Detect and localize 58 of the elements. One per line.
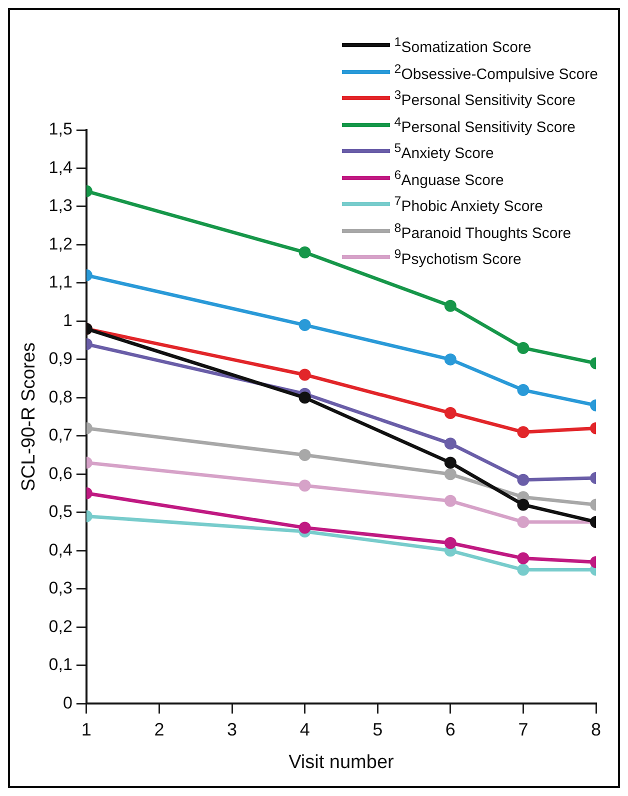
point: [444, 468, 456, 480]
point: [517, 498, 530, 511]
point: [298, 319, 311, 332]
point: [298, 392, 311, 404]
point: [444, 353, 456, 366]
y-axis-title: SCL-90-R Scores: [18, 342, 40, 492]
y-tick-label: 0,4: [48, 540, 72, 560]
x-tick-label: 5: [372, 719, 383, 740]
legend-label: $^{4}$Personal Sensitivity Score: [394, 114, 576, 138]
point: [444, 536, 456, 549]
point: [444, 406, 456, 419]
x-tick-label: 1: [81, 719, 92, 740]
y-tick-label: 0,9: [48, 349, 72, 368]
point: [444, 438, 456, 450]
point: [298, 449, 311, 462]
point: [298, 522, 311, 534]
x-tick-label: 8: [590, 719, 602, 740]
legend-label: $^{6}$Anguase Score: [394, 166, 504, 190]
x-tick-label: 3: [227, 719, 238, 740]
y-tick-label: 1,3: [48, 196, 72, 216]
y-tick-label: 0,3: [48, 578, 72, 598]
y-tick-label: 1,5: [48, 120, 72, 139]
y-tick-label: 1: [62, 310, 72, 330]
point: [517, 552, 530, 564]
y-tick-label: 1,1: [48, 272, 72, 292]
y-tick-label: 0,1: [48, 655, 72, 674]
x-axis-title: Visit number: [288, 752, 395, 773]
x-tick-label: 7: [518, 719, 528, 740]
y-tick-label: 0,6: [48, 464, 72, 483]
point: [517, 342, 530, 354]
legend-label: $^{7}$Phobic Anxiety Score: [394, 193, 543, 217]
point: [298, 246, 311, 258]
y-tick-label: 0,7: [48, 426, 72, 445]
y-tick-label: 1,4: [48, 158, 72, 177]
point: [444, 494, 456, 507]
point: [517, 384, 530, 396]
x-tick-label: 4: [300, 719, 310, 740]
x-tick-label: 2: [154, 719, 164, 740]
point: [517, 564, 530, 576]
y-tick-label: 0,2: [48, 616, 72, 636]
point: [444, 300, 456, 312]
x-tick-label: 6: [445, 719, 456, 740]
y-tick-label: 0: [62, 693, 72, 712]
y-tick-label: 0,5: [48, 502, 72, 522]
legend-label: $^{9}$Psychotism Score: [394, 246, 522, 270]
y-tick-label: 0,8: [48, 387, 72, 406]
legend-label: $^{5}$Anxiety Score: [394, 140, 494, 164]
legend-label: $^{2}$Obsessive-Compulsive Score: [394, 60, 598, 84]
legend-label: $^{3}$Personal Sensitivity Score: [394, 87, 576, 111]
point: [517, 426, 530, 438]
legend-label: $^{8}$Paranoid Thoughts Score: [394, 220, 572, 244]
point: [298, 368, 311, 381]
y-tick-label: 1,2: [48, 234, 72, 254]
point: [298, 480, 311, 492]
legend-label: $^{1}$Somatization Score: [394, 34, 532, 58]
point: [517, 474, 530, 486]
point: [444, 456, 456, 469]
point: [517, 516, 530, 528]
